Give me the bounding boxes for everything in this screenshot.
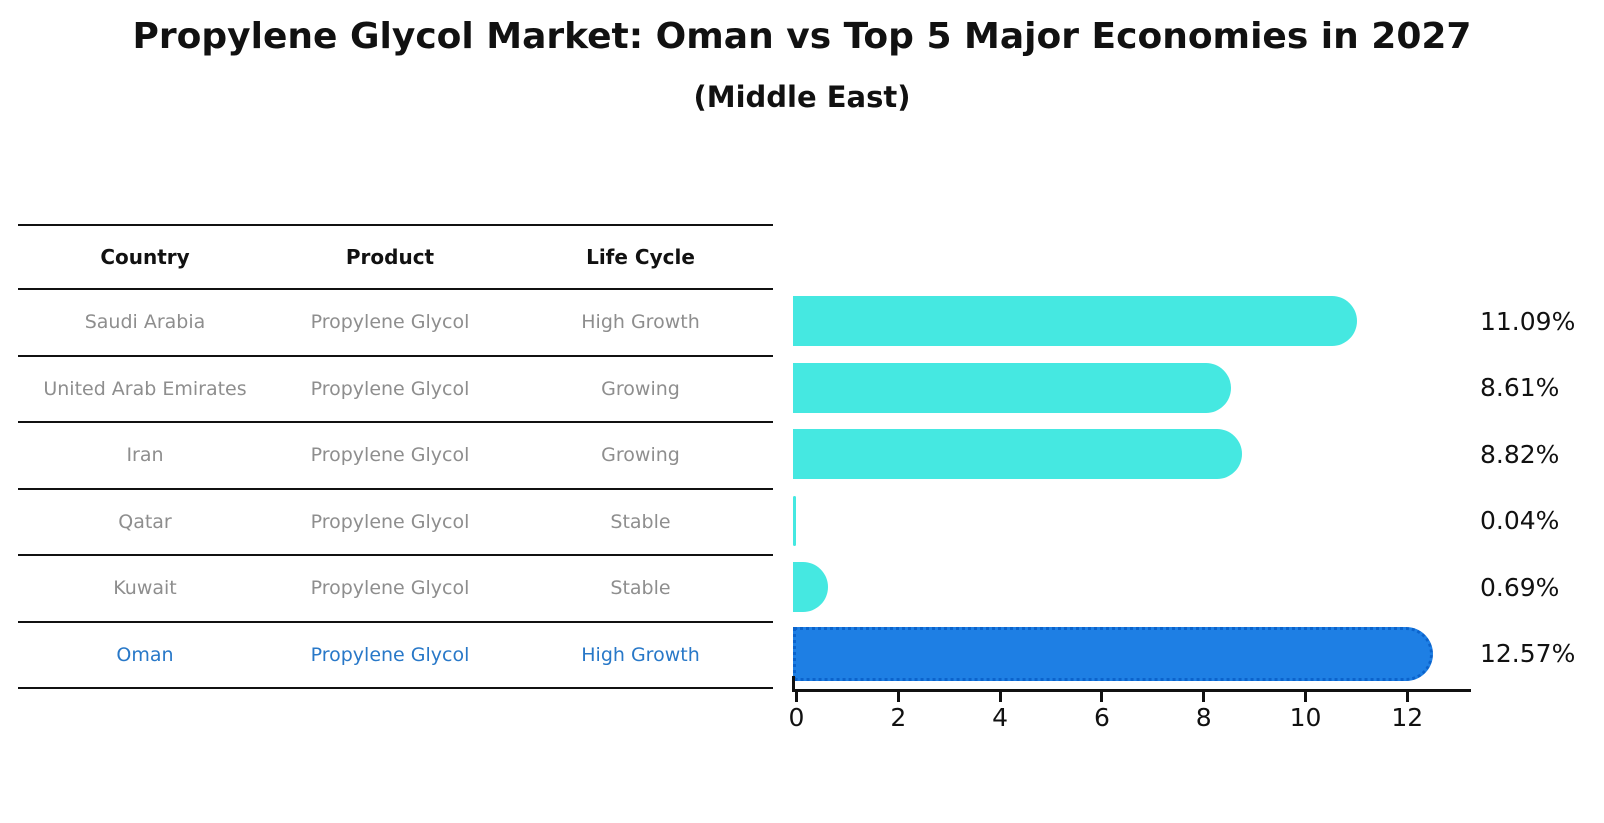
x-axis-tick-label: 8 [1195, 703, 1212, 732]
bar-kuwait [793, 562, 829, 613]
chart-subtitle: (Middle East) [693, 80, 911, 114]
x-axis-tick-label: 4 [992, 703, 1009, 732]
x-axis-tick [998, 692, 1002, 702]
table-cell-country: Qatar [118, 510, 172, 533]
table-row: Kuwait Propylene Glycol Stable [18, 556, 773, 623]
bar-qatar [793, 495, 796, 546]
bar-plot-area [793, 288, 1493, 687]
table-header-life-cycle: Life Cycle [586, 245, 695, 269]
chart-title: Propylene Glycol Market: Oman vs Top 5 M… [132, 16, 1472, 57]
table-cell-life-cycle: Stable [610, 577, 671, 600]
table-row: United Arab Emirates Propylene Glycol Gr… [18, 357, 773, 423]
table-cell-product: Propylene Glycol [310, 577, 470, 600]
bar-iran [793, 429, 1242, 480]
x-axis-line [792, 689, 1471, 692]
bar-value-label: 0.69% [1480, 572, 1560, 602]
table-cell-life-cycle: Stable [610, 510, 671, 533]
table-cell-country: Iran [126, 444, 164, 467]
x-axis-origin-stub [792, 676, 795, 690]
bar-row [793, 554, 1493, 621]
comparison-table: Country Product Life Cycle Saudi Arabia … [18, 224, 773, 689]
bar-value-label: 11.09% [1480, 306, 1576, 336]
table-cell-life-cycle: Growing [601, 444, 680, 467]
table-body: Saudi Arabia Propylene Glycol High Growt… [18, 290, 773, 689]
x-axis-tick-label: 2 [890, 703, 907, 732]
x-axis-tick-label: 0 [788, 703, 805, 732]
table-row: Iran Propylene Glycol Growing [18, 423, 773, 490]
bar-row [793, 488, 1493, 555]
bar-value-label: 8.82% [1480, 439, 1560, 469]
x-axis-tick [896, 692, 900, 702]
table-row: Oman Propylene Glycol High Growth [18, 623, 773, 689]
x-axis-tick-label: 10 [1289, 703, 1322, 732]
bar-value-label: 0.04% [1480, 506, 1560, 536]
bar-row [793, 621, 1493, 688]
x-axis-tick [1405, 692, 1409, 702]
table-cell-country: Oman [116, 643, 174, 666]
table-header-product: Product [345, 245, 435, 269]
table-cell-country: Kuwait [113, 577, 177, 600]
bar-oman [793, 626, 1433, 681]
x-axis-tick-label: 12 [1391, 703, 1424, 732]
bar-value-label: 12.57% [1480, 639, 1576, 669]
table-header-row: Country Product Life Cycle [18, 226, 773, 290]
table-row: Qatar Propylene Glycol Stable [18, 490, 773, 556]
x-axis-tick [1100, 692, 1104, 702]
table-cell-product: Propylene Glycol [310, 444, 470, 467]
table-cell-life-cycle: High Growth [581, 311, 700, 334]
table-cell-life-cycle: Growing [601, 377, 680, 400]
x-axis-tick [1304, 692, 1307, 702]
table-cell-life-cycle: High Growth [581, 643, 700, 666]
table-cell-product: Propylene Glycol [310, 510, 470, 533]
table-cell-country: Saudi Arabia [84, 311, 206, 334]
x-axis-tick [1202, 692, 1206, 702]
table-cell-product: Propylene Glycol [310, 377, 470, 400]
table-header-country: Country [100, 245, 190, 269]
table-cell-country: United Arab Emirates [43, 377, 247, 400]
bar-row [793, 288, 1493, 355]
bar-united-arab-emirates [793, 362, 1232, 413]
x-axis-tick-label: 6 [1093, 703, 1110, 732]
bar-saudi-arabia [793, 296, 1358, 347]
value-label-column: 11.09% 8.61% 8.82% 0.04% 0.69% 12.57% [1480, 288, 1575, 687]
table-cell-product: Propylene Glycol [310, 643, 470, 666]
bar-row [793, 355, 1493, 422]
table-cell-product: Propylene Glycol [310, 311, 470, 334]
table-row: Saudi Arabia Propylene Glycol High Growt… [18, 290, 773, 357]
bar-value-label: 8.61% [1480, 373, 1560, 403]
x-axis-tick [795, 692, 798, 702]
bar-row [793, 421, 1493, 488]
